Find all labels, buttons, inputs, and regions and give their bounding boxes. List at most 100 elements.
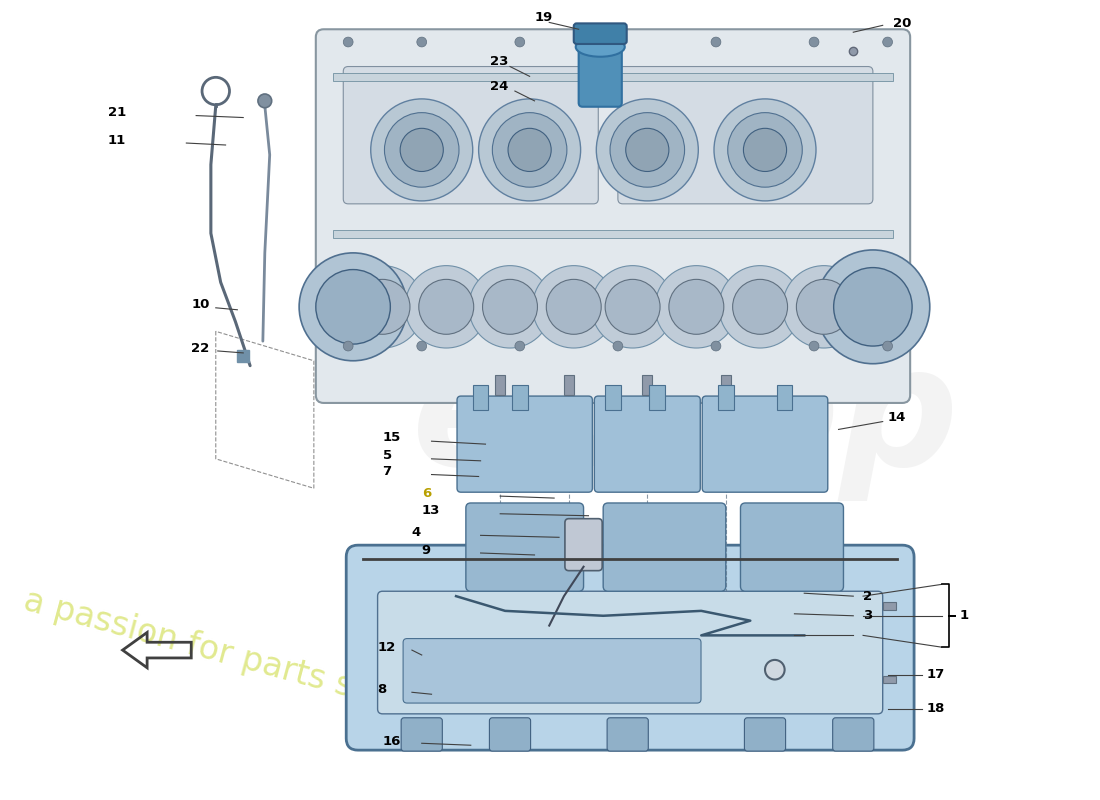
Text: 14: 14	[888, 411, 906, 424]
Circle shape	[592, 266, 674, 348]
Text: 12: 12	[377, 641, 396, 654]
FancyBboxPatch shape	[603, 503, 726, 591]
Bar	[777, 386, 792, 410]
Text: 18: 18	[927, 702, 945, 715]
Text: 8: 8	[377, 683, 387, 696]
Text: 1: 1	[959, 610, 968, 622]
Circle shape	[343, 341, 353, 351]
Circle shape	[371, 99, 473, 201]
FancyBboxPatch shape	[490, 718, 530, 751]
Bar	[333, 74, 892, 82]
Circle shape	[316, 270, 390, 344]
Bar	[649, 386, 666, 410]
Circle shape	[400, 128, 443, 171]
Circle shape	[405, 266, 487, 348]
Circle shape	[469, 266, 551, 348]
FancyBboxPatch shape	[466, 503, 584, 591]
Circle shape	[493, 113, 566, 187]
Circle shape	[257, 94, 272, 108]
Text: 23: 23	[491, 55, 509, 68]
Circle shape	[610, 113, 684, 187]
Circle shape	[385, 113, 459, 187]
Text: 19: 19	[535, 11, 553, 24]
Circle shape	[341, 266, 424, 348]
Text: 24: 24	[491, 80, 509, 93]
Circle shape	[744, 128, 786, 171]
Text: 2: 2	[864, 590, 872, 602]
Circle shape	[834, 267, 912, 346]
Circle shape	[764, 660, 784, 679]
Bar	[495, 375, 505, 395]
Bar	[473, 386, 488, 410]
Text: 16: 16	[383, 735, 400, 748]
Text: europ: europ	[411, 338, 959, 501]
Text: 21: 21	[108, 106, 126, 119]
Text: 10: 10	[191, 298, 210, 311]
Circle shape	[714, 99, 816, 201]
Ellipse shape	[575, 37, 625, 57]
Circle shape	[547, 279, 602, 334]
Circle shape	[711, 341, 720, 351]
Text: 7: 7	[383, 465, 392, 478]
FancyBboxPatch shape	[607, 718, 648, 751]
FancyBboxPatch shape	[316, 30, 910, 403]
Text: 11: 11	[108, 134, 126, 146]
Circle shape	[816, 250, 930, 364]
FancyBboxPatch shape	[346, 545, 914, 750]
Circle shape	[605, 279, 660, 334]
Text: 6: 6	[421, 486, 431, 500]
Text: 15: 15	[383, 430, 400, 444]
Circle shape	[515, 341, 525, 351]
Text: 4: 4	[411, 526, 421, 539]
Bar	[564, 375, 574, 395]
Circle shape	[613, 37, 623, 47]
Bar	[882, 602, 896, 610]
Circle shape	[810, 37, 818, 47]
Circle shape	[882, 341, 892, 351]
FancyBboxPatch shape	[565, 518, 602, 570]
Bar	[882, 675, 896, 683]
FancyBboxPatch shape	[745, 718, 785, 751]
Circle shape	[355, 279, 410, 334]
Circle shape	[417, 37, 427, 47]
FancyBboxPatch shape	[702, 396, 828, 492]
Text: a passion for parts since 1985: a passion for parts since 1985	[20, 584, 515, 746]
FancyBboxPatch shape	[403, 638, 701, 703]
Circle shape	[719, 266, 801, 348]
FancyBboxPatch shape	[574, 23, 627, 44]
Circle shape	[783, 266, 865, 348]
Circle shape	[882, 37, 892, 47]
Circle shape	[728, 113, 802, 187]
FancyBboxPatch shape	[740, 503, 844, 591]
Text: 20: 20	[892, 17, 911, 30]
Text: 22: 22	[191, 342, 209, 354]
Bar	[720, 375, 730, 395]
FancyBboxPatch shape	[402, 718, 442, 751]
FancyBboxPatch shape	[618, 66, 873, 204]
FancyBboxPatch shape	[377, 591, 882, 714]
Bar	[605, 386, 620, 410]
Circle shape	[299, 253, 407, 361]
FancyBboxPatch shape	[456, 396, 593, 492]
Bar	[642, 375, 652, 395]
Circle shape	[656, 266, 737, 348]
Circle shape	[626, 128, 669, 171]
Text: 17: 17	[927, 668, 945, 681]
FancyBboxPatch shape	[594, 396, 701, 492]
Circle shape	[733, 279, 788, 334]
FancyBboxPatch shape	[833, 718, 873, 751]
Circle shape	[478, 99, 581, 201]
Circle shape	[483, 279, 538, 334]
Circle shape	[796, 279, 851, 334]
Circle shape	[669, 279, 724, 334]
Circle shape	[613, 341, 623, 351]
Bar	[718, 386, 734, 410]
Circle shape	[419, 279, 474, 334]
Circle shape	[508, 128, 551, 171]
FancyBboxPatch shape	[343, 66, 598, 204]
Circle shape	[515, 37, 525, 47]
Text: 5: 5	[383, 450, 392, 462]
Circle shape	[711, 37, 720, 47]
Bar	[333, 230, 892, 238]
Circle shape	[810, 341, 818, 351]
